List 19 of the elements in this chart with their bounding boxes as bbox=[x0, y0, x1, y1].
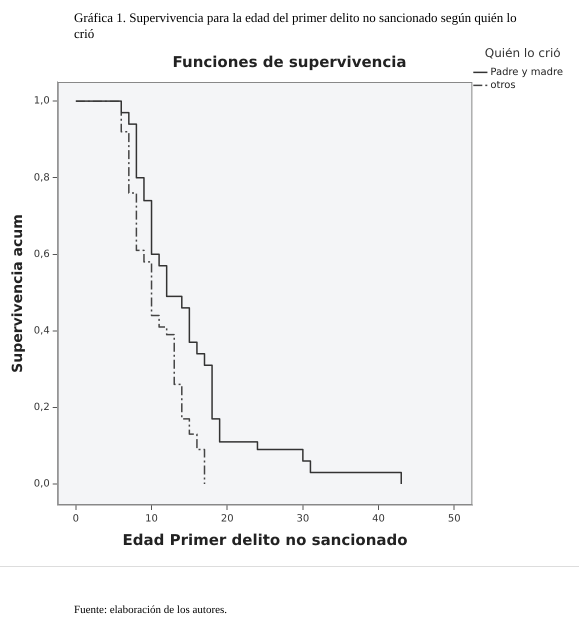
legend-label: otros bbox=[490, 80, 516, 91]
y-tick-label: 0,0 bbox=[34, 478, 50, 490]
source-note: Fuente: elaboración de los autores. bbox=[74, 604, 228, 616]
legend-label: Padre y madre bbox=[490, 66, 564, 78]
x-tick-label: 50 bbox=[448, 514, 461, 525]
x-tick-label: 20 bbox=[220, 514, 234, 525]
text: Gráfica 1. Supervivencia para la edad del primer delito no sancionado según quién lo crió bbox=[74, 10, 518, 42]
x-tick-label: 30 bbox=[296, 514, 310, 525]
y-tick-label: 0,6 bbox=[34, 248, 50, 260]
y-axis-title: Supervivencia acum bbox=[10, 214, 26, 373]
y-tick-label: 0,2 bbox=[34, 402, 50, 413]
chart-title: Funciones de supervivencia bbox=[172, 52, 406, 71]
y-tick-label: 0,4 bbox=[34, 325, 50, 336]
y-tick-label: 1,0 bbox=[34, 96, 50, 107]
x-axis-title: Edad Primer delito no sancionado bbox=[122, 530, 408, 549]
x-tick-label: 10 bbox=[145, 514, 158, 525]
y-tick-label: 0,8 bbox=[34, 172, 50, 184]
x-tick-label: 0 bbox=[72, 514, 80, 525]
x-tick-label: 40 bbox=[372, 514, 385, 525]
